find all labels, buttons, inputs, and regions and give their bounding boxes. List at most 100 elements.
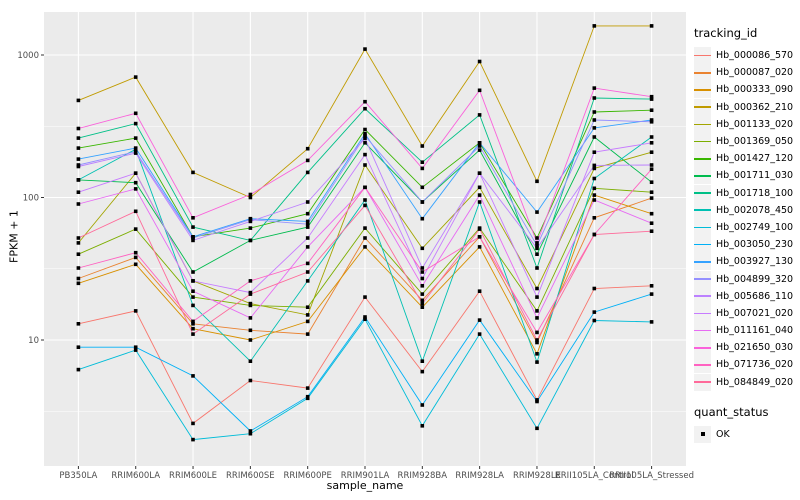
legend-item-Hb_003050_230: Hb_003050_230 xyxy=(694,236,798,254)
legend-item-Hb_001369_050: Hb_001369_050 xyxy=(694,133,798,151)
legend-key-line-icon xyxy=(694,106,711,108)
data-point xyxy=(305,222,310,226)
legend-item-Hb_001427_120: Hb_001427_120 xyxy=(694,150,798,168)
data-point xyxy=(76,164,81,169)
legend-key-icon xyxy=(694,270,711,288)
y-tick-label: 100 xyxy=(23,194,39,204)
data-point xyxy=(535,241,539,245)
data-point xyxy=(191,289,195,293)
data-point xyxy=(420,292,425,296)
legend-key-icon xyxy=(694,218,711,236)
data-point xyxy=(649,196,654,200)
data-point xyxy=(592,135,597,139)
data-point xyxy=(649,167,654,171)
data-point xyxy=(305,332,310,336)
data-point xyxy=(305,319,310,324)
data-point xyxy=(305,211,310,216)
data-point xyxy=(477,88,482,93)
data-point xyxy=(535,243,539,248)
data-point xyxy=(305,305,310,309)
data-point xyxy=(535,330,539,335)
legend-key-line-icon xyxy=(694,261,711,263)
legend-label: Hb_011161_040 xyxy=(716,325,794,337)
data-point xyxy=(133,345,138,349)
data-point xyxy=(76,266,81,270)
legend-label: Hb_000087_020 xyxy=(716,67,794,79)
y-axis-title: FPKM + 1 xyxy=(7,210,21,263)
legend-key-icon xyxy=(694,201,711,219)
data-point xyxy=(420,216,425,221)
data-point xyxy=(248,359,253,363)
x-tick-label: RRIM600PE xyxy=(283,471,331,481)
data-point xyxy=(305,158,310,163)
data-point xyxy=(305,270,310,274)
legend-label: Hb_001133_020 xyxy=(716,118,794,130)
data-point xyxy=(191,295,195,299)
data-point xyxy=(592,110,597,114)
legend-items: Hb_000086_570 Hb_000087_020 Hb_000333_090 H… xyxy=(694,47,798,391)
data-point xyxy=(305,279,310,283)
data-point xyxy=(133,111,138,116)
data-point xyxy=(305,394,310,399)
data-point xyxy=(420,166,425,171)
data-point xyxy=(363,185,367,190)
data-point xyxy=(363,152,367,157)
data-point xyxy=(363,134,367,138)
legend-label: Hb_003927_130 xyxy=(716,256,794,268)
data-point xyxy=(191,236,195,240)
data-point xyxy=(305,170,310,175)
quant-ok-key-icon xyxy=(694,425,711,443)
legend-label: Hb_001369_050 xyxy=(716,136,794,148)
data-point xyxy=(248,195,253,200)
legend-item-Hb_000333_090: Hb_000333_090 xyxy=(694,81,798,99)
data-point xyxy=(305,245,310,249)
y-tick-label: 1000 xyxy=(17,51,39,61)
data-point xyxy=(420,276,425,281)
data-point xyxy=(420,144,425,148)
data-point xyxy=(592,118,597,122)
data-point xyxy=(191,319,195,324)
data-point xyxy=(477,200,482,204)
legend-key-icon xyxy=(694,64,711,82)
x-tick-label: RRIM928LE xyxy=(513,471,561,481)
data-point xyxy=(191,279,195,283)
legend-item-Hb_011161_040: Hb_011161_040 xyxy=(694,322,798,340)
data-point xyxy=(535,309,539,313)
data-point xyxy=(305,146,310,151)
data-point xyxy=(133,255,138,260)
data-point xyxy=(76,146,81,150)
legend: tracking_id Hb_000086_570 Hb_000087_020 Hb… xyxy=(694,26,798,443)
data-point xyxy=(248,279,253,283)
data-point xyxy=(535,338,539,342)
data-point xyxy=(133,250,138,255)
data-point xyxy=(420,305,425,309)
data-point xyxy=(649,211,654,216)
legend-key-line-icon xyxy=(694,243,711,246)
data-point xyxy=(649,141,654,145)
data-point xyxy=(535,295,539,299)
legend-key-icon xyxy=(694,133,711,151)
data-point xyxy=(133,136,138,140)
data-point xyxy=(76,241,81,245)
legend-item-Hb_021650_030: Hb_021650_030 xyxy=(694,339,798,357)
legend-key-icon xyxy=(694,167,711,185)
legend-label: Hb_000362_210 xyxy=(716,101,794,113)
legend-key-line-icon xyxy=(694,89,711,91)
data-point xyxy=(592,186,597,191)
data-point xyxy=(592,193,597,197)
legend-item-Hb_003927_130: Hb_003927_130 xyxy=(694,253,798,271)
data-point xyxy=(477,227,482,231)
legend-key-line-icon xyxy=(694,54,711,57)
data-point xyxy=(248,226,253,230)
x-tick-label: RRIM600LA xyxy=(111,471,160,481)
data-point xyxy=(420,301,425,306)
data-point xyxy=(191,326,195,331)
legend-item-quant-ok: OK xyxy=(694,425,798,443)
legend-item-Hb_001711_030: Hb_001711_030 xyxy=(694,167,798,185)
data-point xyxy=(191,303,195,308)
data-point xyxy=(477,289,482,293)
data-point xyxy=(363,127,367,132)
data-point xyxy=(191,322,195,326)
data-point xyxy=(592,286,597,291)
